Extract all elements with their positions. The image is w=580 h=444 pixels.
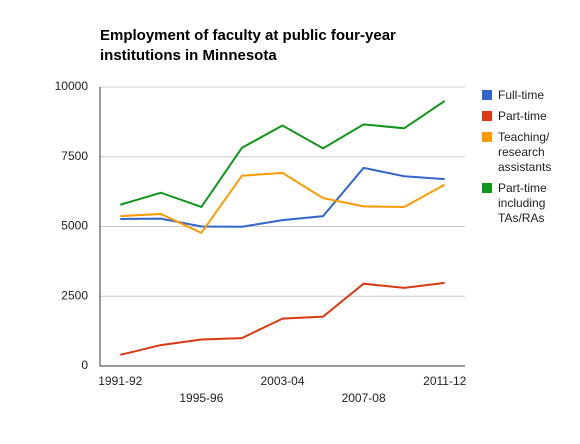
y-tick-label: 7500 [61, 149, 88, 163]
legend-item: Part-time [482, 109, 566, 124]
series-line [119, 100, 446, 209]
legend-swatch [482, 132, 492, 142]
series-line [120, 281, 445, 356]
y-tick-label: 10000 [55, 79, 89, 93]
y-tick-label: 5000 [61, 219, 88, 233]
legend-swatch [482, 111, 492, 121]
legend-swatch [482, 183, 492, 193]
legend-item: Full-time [482, 88, 566, 103]
legend: Full-time Part-time Teaching/ research ass… [482, 88, 572, 232]
series-line [120, 171, 446, 235]
legend-label: Teaching/ research assistants [498, 130, 552, 174]
x-tick-label: 1995-96 [179, 391, 223, 405]
legend-item: Part-time including TAs/RAs [482, 181, 566, 226]
x-tick-label: 2007-08 [342, 391, 386, 405]
x-tick-label: 2003-04 [260, 374, 304, 388]
legend-swatch [482, 90, 492, 100]
chart-title: Employment of faculty at public four-yea… [100, 27, 396, 64]
legend-item: Teaching/ research assistants [482, 130, 566, 175]
y-tick-label: 0 [81, 358, 88, 372]
legend-label: Part-time [498, 109, 547, 123]
legend-label: Part-time including TAs/RAs [498, 181, 547, 225]
x-tick-label: 1991-92 [98, 374, 142, 388]
x-tick-label: 2011-12 [423, 374, 466, 388]
legend-label: Full-time [498, 88, 545, 102]
y-tick-label: 2500 [61, 288, 88, 302]
